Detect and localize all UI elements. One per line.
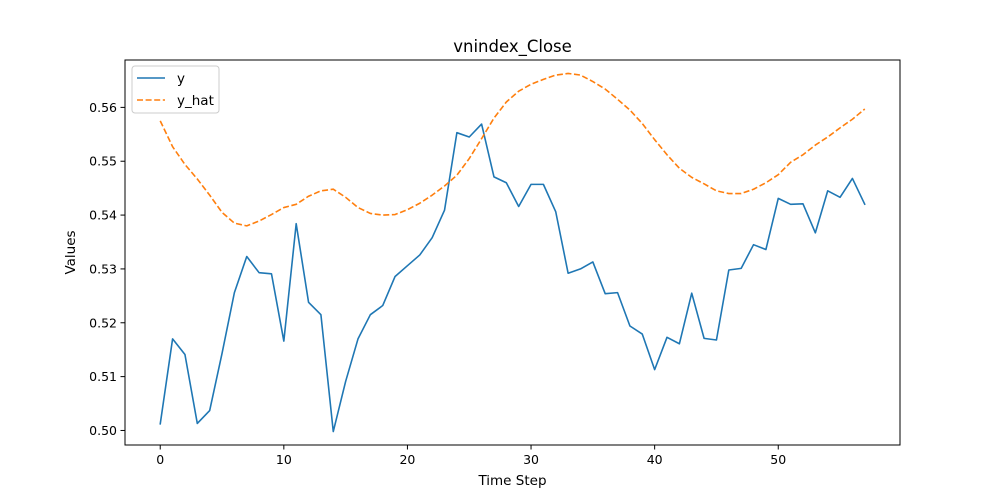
x-axis: 0 10 20 30 40 50	[156, 445, 786, 467]
y-tick-label: 0.52	[89, 315, 117, 330]
y-tick-label: 0.55	[89, 154, 117, 169]
series-line-y	[159, 123, 866, 433]
series-line-y-hat	[159, 72, 866, 227]
y-tick-label: 0.53	[89, 261, 117, 276]
y-tick-label: 0.51	[89, 369, 117, 384]
x-axis-title: Time Step	[477, 473, 546, 489]
series-layer	[159, 72, 866, 433]
x-tick-label: 0	[156, 452, 164, 467]
legend-label-y-hat: y_hat	[177, 93, 214, 109]
y-tick-label: 0.56	[89, 100, 117, 115]
x-tick-label: 20	[399, 452, 415, 467]
legend: y y_hat	[131, 65, 220, 114]
y-tick-label: 0.54	[89, 208, 117, 223]
x-tick-label: 10	[276, 452, 292, 467]
x-tick-label: 50	[770, 452, 786, 467]
x-tick-label: 30	[523, 452, 539, 467]
chart-title: vnindex_Close	[453, 37, 572, 57]
x-tick-label: 40	[647, 452, 663, 467]
axes-frame	[124, 59, 901, 446]
y-tick-label: 0.50	[89, 423, 117, 438]
y-axis-title: Values	[63, 230, 79, 274]
y-axis: 0.50 0.51 0.52 0.53 0.54 0.55 0.56	[89, 100, 125, 438]
legend-label-y: y	[177, 71, 185, 87]
